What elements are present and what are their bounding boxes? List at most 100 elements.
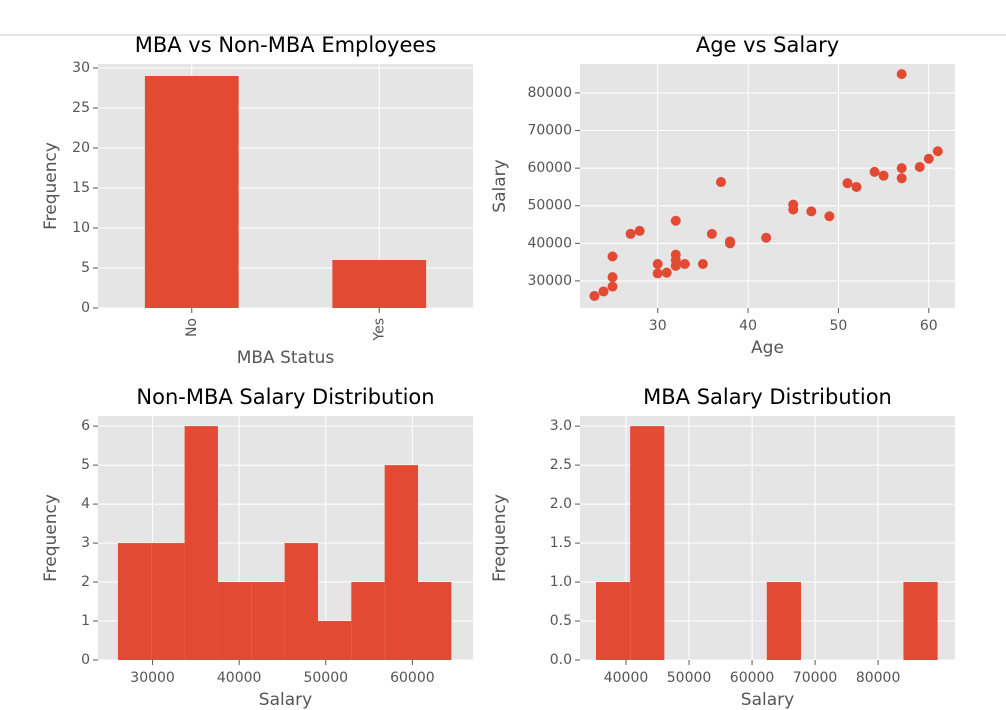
x-tick-label: 40000 — [217, 670, 262, 686]
point — [706, 228, 717, 239]
point — [679, 259, 690, 270]
bar — [117, 543, 152, 660]
chart-title: Age vs Salary — [696, 33, 839, 57]
y-tick-label: 30000 — [527, 273, 572, 289]
point — [896, 69, 907, 80]
bar — [284, 543, 318, 660]
y-tick-label: 60000 — [527, 160, 572, 176]
bar — [766, 582, 801, 660]
y-tick-label: 5 — [81, 457, 90, 473]
x-tick-label: 50000 — [667, 670, 712, 686]
point — [725, 236, 735, 247]
y-tick-label: 70000 — [527, 123, 572, 139]
y-tick-label: 50000 — [527, 198, 572, 214]
x-tick-label: 60000 — [730, 670, 775, 686]
point — [914, 162, 925, 173]
bar — [596, 582, 631, 660]
point — [715, 177, 726, 188]
y-axis-label: Frequency — [490, 494, 510, 582]
x-tick-label: No — [184, 318, 200, 337]
x-tick-label: 60000 — [390, 670, 435, 686]
x-tick-label: 50 — [830, 318, 848, 334]
point — [806, 206, 817, 217]
y-tick-label: 6 — [81, 418, 90, 434]
x-tick-label: 40000 — [604, 670, 649, 686]
x-axis-label: Salary — [741, 690, 794, 710]
chart-title: MBA vs Non-MBA Employees — [135, 33, 437, 57]
chart-title: Non-MBA Salary Distribution — [136, 385, 434, 409]
point — [761, 232, 772, 243]
x-axis-label: Age — [751, 338, 784, 358]
x-tick-label: 30000 — [130, 670, 175, 686]
point — [896, 173, 907, 184]
x-tick-label: 40 — [739, 318, 757, 334]
point — [923, 153, 934, 164]
point — [878, 170, 889, 181]
y-axis-label: Salary — [490, 159, 510, 212]
point — [869, 166, 880, 177]
point — [607, 272, 618, 283]
bar — [217, 582, 252, 660]
point — [842, 178, 853, 189]
x-tick-label: 70000 — [793, 670, 838, 686]
y-tick-label: 1.0 — [550, 574, 572, 590]
y-axis-label: Frequency — [41, 494, 61, 582]
point — [932, 146, 943, 157]
x-axis-label: Salary — [259, 690, 312, 710]
x-tick-label: 50000 — [303, 670, 348, 686]
y-tick-label: 2.5 — [550, 457, 572, 473]
point — [670, 215, 681, 226]
plot-area — [580, 64, 955, 308]
point — [896, 163, 907, 174]
x-tick-label: 60 — [920, 318, 938, 334]
y-tick-label: 30 — [72, 60, 90, 76]
x-tick-label: Yes — [371, 318, 387, 342]
point — [670, 249, 681, 260]
point — [625, 228, 636, 239]
bar — [903, 582, 938, 660]
point — [824, 211, 835, 222]
y-tick-label: 3.0 — [550, 418, 572, 434]
y-tick-label: 5 — [81, 260, 90, 276]
y-tick-label: 1 — [81, 613, 90, 629]
y-tick-label: 40000 — [527, 235, 572, 251]
bar — [144, 76, 239, 308]
y-tick-label: 3 — [81, 535, 90, 551]
bar — [151, 543, 185, 660]
y-tick-label: 2.0 — [550, 496, 572, 512]
point — [598, 286, 609, 297]
point — [851, 181, 862, 192]
point — [788, 199, 799, 210]
point — [589, 290, 600, 301]
bar — [184, 426, 218, 660]
y-tick-label: 0 — [81, 652, 90, 668]
y-tick-label: 25 — [72, 100, 90, 116]
y-tick-label: 4 — [81, 496, 90, 512]
y-tick-label: 0 — [81, 300, 90, 316]
point — [607, 281, 618, 292]
y-tick-label: 20 — [72, 140, 90, 156]
point — [634, 225, 645, 236]
y-tick-label: 80000 — [527, 85, 572, 101]
x-axis-label: MBA Status — [237, 348, 335, 368]
bar — [384, 465, 419, 660]
point — [652, 268, 663, 279]
x-tick-label: 80000 — [856, 670, 901, 686]
point — [607, 251, 618, 262]
bar — [630, 426, 665, 660]
y-tick-label: 1.5 — [550, 535, 572, 551]
bar — [251, 582, 285, 660]
y-tick-label: 0.0 — [550, 652, 572, 668]
bar — [317, 621, 352, 660]
point — [697, 259, 708, 270]
x-tick-label: 30 — [649, 318, 667, 334]
y-tick-label: 10 — [72, 220, 90, 236]
point — [661, 267, 672, 278]
y-axis-label: Frequency — [41, 142, 61, 230]
chart-title: MBA Salary Distribution — [643, 385, 892, 409]
y-tick-label: 2 — [81, 574, 90, 590]
y-tick-label: 15 — [72, 180, 90, 196]
bar — [332, 260, 427, 308]
bar — [418, 582, 452, 660]
